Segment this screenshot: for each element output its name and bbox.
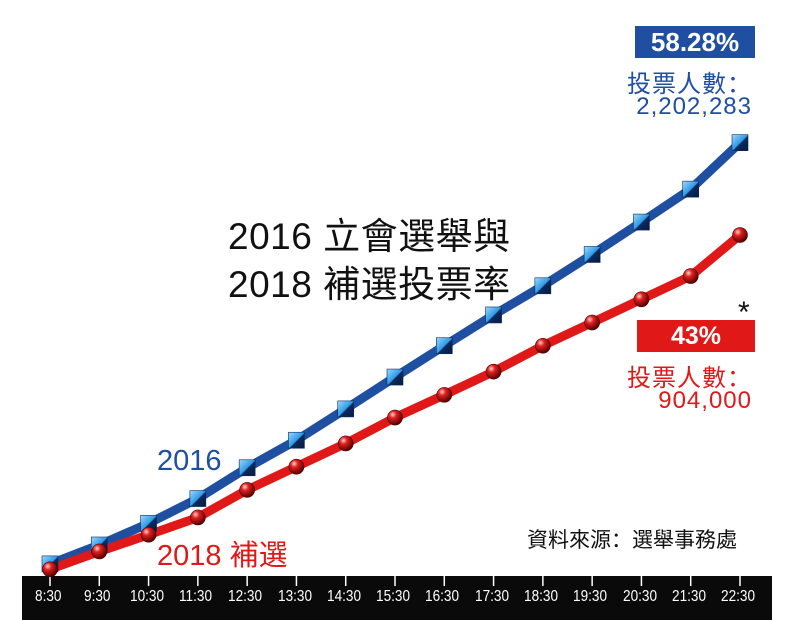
- marker-2018-11: [584, 314, 600, 331]
- final-rate-badge-2016: 58.28%: [635, 26, 755, 58]
- x-tick-label: 9:30: [84, 588, 111, 605]
- marker-2016-7: [386, 368, 404, 386]
- marker-2018-5: [288, 458, 305, 475]
- series-markers: [41, 134, 749, 578]
- marker-2018-6: [337, 435, 354, 452]
- marker-2016-5: [288, 431, 305, 449]
- marker-2018-3: [190, 509, 206, 526]
- x-tick-label: 12:30: [228, 588, 263, 605]
- voters-label-2016: 投票人數：: [627, 71, 752, 98]
- marker-2016-11: [583, 246, 601, 263]
- x-tick-label: 16:30: [425, 588, 460, 605]
- x-tick-label: 22:30: [721, 588, 756, 605]
- marker-2018-10: [535, 337, 551, 354]
- x-tick-label: 15:30: [376, 588, 411, 605]
- x-axis: [22, 576, 772, 620]
- marker-2016-3: [189, 490, 207, 507]
- x-tick-label: 10:30: [129, 588, 164, 605]
- marker-2016-10: [534, 277, 552, 295]
- marker-2018-7: [387, 409, 403, 426]
- marker-2016-4: [238, 459, 256, 477]
- marker-2016-14: [731, 134, 749, 151]
- voters-label-2018: 投票人數：: [627, 365, 752, 392]
- chart-title-line1: 2016 立會選舉與: [228, 216, 511, 257]
- chart-title-line2: 2018 補選投票率: [228, 264, 511, 305]
- marker-2016-8: [435, 337, 453, 355]
- x-tick-label: 21:30: [671, 588, 706, 605]
- x-tick-label: 13:30: [277, 588, 312, 605]
- x-tick-label: 17:30: [474, 588, 509, 605]
- marker-2018-8: [436, 387, 453, 403]
- x-axis-band: [22, 576, 772, 620]
- voters-value-2016: 2,202,283: [636, 93, 752, 120]
- x-tick-label: 19:30: [573, 588, 608, 605]
- marker-2016-9: [485, 306, 502, 324]
- rate-note-asterisk: *: [738, 296, 750, 329]
- final-rate-badge-2018: 43%: [637, 320, 755, 352]
- x-tick-label: 11:30: [178, 588, 212, 605]
- x-tick-label: 20:30: [622, 588, 657, 605]
- x-tick-label: 18:30: [523, 588, 558, 605]
- marker-2018-1: [91, 543, 108, 560]
- marker-2018-9: [485, 363, 502, 380]
- source-note: 資料來源：選舉事務處: [527, 528, 737, 552]
- marker-2018-14: [732, 227, 748, 243]
- x-tick-label: 14:30: [326, 588, 361, 605]
- marker-2018-13: [682, 268, 699, 284]
- marker-2018-0: [42, 561, 58, 578]
- marker-2018-4: [239, 482, 255, 498]
- marker-2018-2: [140, 526, 157, 543]
- marker-2016-6: [337, 400, 355, 418]
- series-label-2016: 2016: [157, 445, 222, 477]
- series-label-2018: 2018 補選: [157, 540, 288, 572]
- x-tick-label: 8:30: [34, 588, 62, 605]
- marker-2016-13: [682, 180, 700, 198]
- marker-2018-12: [633, 291, 650, 308]
- voters-value-2018: 904,000: [658, 387, 752, 414]
- marker-2016-12: [633, 213, 650, 231]
